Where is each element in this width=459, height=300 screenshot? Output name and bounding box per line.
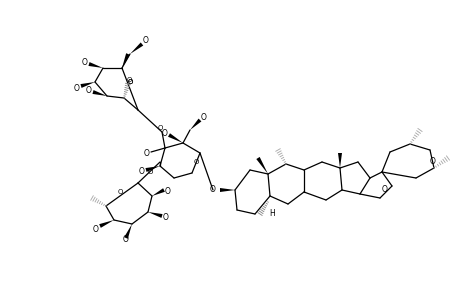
Text: O: O: [117, 189, 123, 195]
Text: O: O: [126, 77, 131, 83]
Polygon shape: [88, 62, 103, 68]
Polygon shape: [151, 188, 164, 196]
Polygon shape: [148, 212, 162, 218]
Text: O: O: [86, 85, 92, 94]
Text: O: O: [201, 113, 207, 122]
Polygon shape: [219, 188, 235, 192]
Text: O: O: [139, 167, 145, 176]
Text: H: H: [269, 208, 274, 217]
Polygon shape: [256, 157, 268, 174]
Text: O: O: [144, 148, 150, 158]
Polygon shape: [145, 166, 160, 172]
Text: O: O: [165, 188, 171, 196]
Polygon shape: [99, 220, 114, 228]
Polygon shape: [122, 53, 129, 68]
Text: O: O: [74, 83, 80, 92]
Text: O: O: [157, 125, 162, 131]
Text: O: O: [193, 159, 198, 165]
Polygon shape: [80, 82, 95, 88]
Text: O: O: [127, 79, 132, 85]
Polygon shape: [92, 90, 107, 96]
Text: O: O: [82, 58, 88, 67]
Polygon shape: [337, 153, 341, 168]
Text: O: O: [429, 158, 435, 166]
Text: O: O: [162, 214, 168, 223]
Polygon shape: [190, 118, 201, 130]
Polygon shape: [130, 43, 143, 54]
Polygon shape: [124, 224, 132, 239]
Text: O: O: [127, 79, 132, 85]
Text: O: O: [147, 169, 152, 175]
Text: O: O: [381, 185, 387, 194]
Text: O: O: [143, 35, 149, 44]
Text: O: O: [93, 226, 99, 235]
Text: O: O: [162, 128, 168, 137]
Text: O: O: [123, 236, 129, 244]
Text: O: O: [210, 185, 215, 194]
Polygon shape: [168, 133, 183, 143]
